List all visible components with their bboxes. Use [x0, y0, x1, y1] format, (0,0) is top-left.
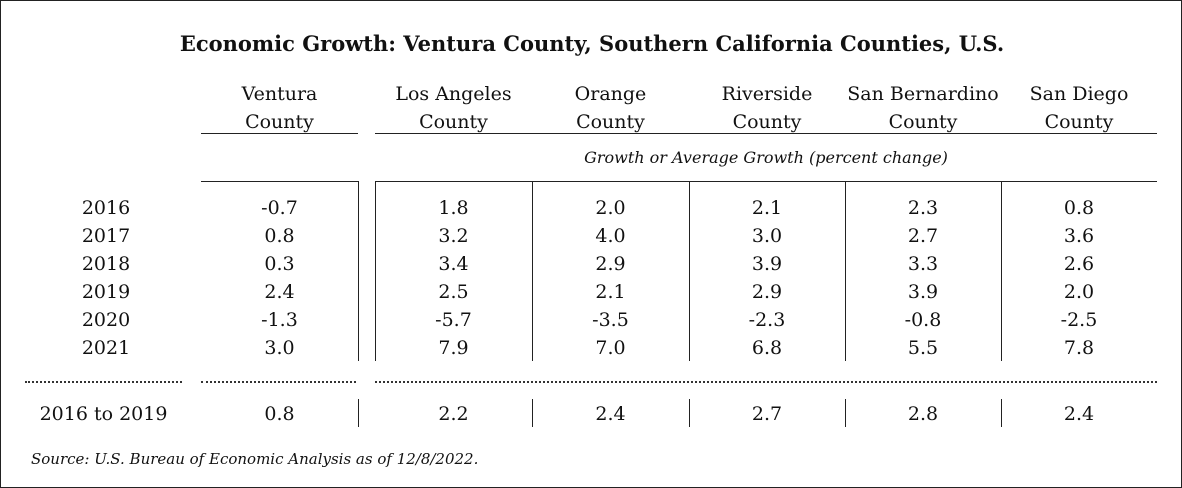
summary-cell: 2.4: [1063, 403, 1095, 425]
subheader-rule-others: [375, 181, 1157, 182]
table-cell: 3.9: [751, 253, 783, 275]
column-header-line1: San Bernardino: [847, 83, 999, 105]
column-header-line1: Riverside: [721, 83, 813, 105]
column-divider: [689, 399, 690, 427]
row-label: 2021: [81, 337, 131, 359]
dotted-separator: [25, 381, 182, 383]
dotted-separator: [375, 381, 1157, 383]
column-header-line2: County: [1044, 111, 1114, 133]
table-cell: 3.4: [438, 253, 469, 275]
column-divider: [532, 181, 533, 361]
summary-cell: 2.8: [907, 403, 939, 425]
summary-cell: 2.2: [438, 403, 469, 425]
table-cell: 3.0: [264, 337, 295, 359]
summary-cell: 0.8: [264, 403, 295, 425]
row-label: 2017: [81, 225, 131, 247]
table-cell: 2.3: [907, 197, 939, 219]
table-cell: 2.9: [751, 281, 783, 303]
row-label: 2020: [81, 309, 131, 331]
summary-row-label: 2016 to 2019: [39, 403, 168, 425]
column-header: Orange County: [532, 80, 689, 136]
column-divider: [1001, 399, 1002, 427]
dotted-separator: [201, 381, 356, 383]
table-cell: -0.7: [261, 197, 298, 219]
table-title: Economic Growth: Ventura County, Souther…: [179, 31, 1005, 56]
column-header: Ventura County: [201, 80, 358, 136]
table-cell: -0.8: [904, 309, 942, 331]
table-cell: 4.0: [595, 225, 626, 247]
column-header-line1: Ventura: [241, 83, 318, 105]
table-cell: -2.5: [1060, 309, 1098, 331]
table-cell: -2.3: [748, 309, 786, 331]
table-cell: -3.5: [592, 309, 629, 331]
column-divider: [532, 399, 533, 427]
table-cell: 7.8: [1063, 337, 1095, 359]
table-cell: 2.6: [1063, 253, 1095, 275]
table-cell: -1.3: [261, 309, 298, 331]
column-divider: [845, 181, 846, 361]
column-header: San Bernardino County: [845, 80, 1001, 136]
table-cell: 3.0: [751, 225, 783, 247]
table-cell: 2.1: [751, 197, 783, 219]
row-label: 2019: [81, 281, 131, 303]
column-divider: [1001, 181, 1002, 361]
table-cell: 7.9: [438, 337, 469, 359]
column-divider: [358, 399, 359, 427]
subheader-rule-ventura: [201, 181, 358, 182]
table-cell: 2.0: [1063, 281, 1095, 303]
table-cell: 3.9: [907, 281, 939, 303]
table-cell: 7.0: [595, 337, 626, 359]
table-cell: 2.0: [595, 197, 626, 219]
column-header-line2: County: [888, 111, 958, 133]
table-cell: 3.2: [438, 225, 469, 247]
column-header: San Diego County: [1001, 80, 1157, 136]
column-header-line1: Los Angeles: [395, 83, 512, 105]
summary-cell: 2.4: [595, 403, 626, 425]
table-cell: 3.6: [1063, 225, 1095, 247]
row-label: 2018: [81, 253, 131, 275]
table-cell: 2.4: [264, 281, 295, 303]
header-rule-others: [375, 133, 1157, 134]
table-cell: 2.1: [595, 281, 626, 303]
column-header: Los Angeles County: [375, 80, 532, 136]
table-cell: 0.8: [264, 225, 295, 247]
column-header-line1: Orange: [574, 83, 647, 105]
column-header-line1: San Diego: [1029, 83, 1129, 105]
row-label: 2016: [81, 197, 131, 219]
header-rule-ventura: [201, 133, 358, 134]
column-divider: [845, 399, 846, 427]
column-header-line2: County: [245, 111, 314, 133]
column-header: Riverside County: [689, 80, 845, 136]
column-divider: [689, 181, 690, 361]
table-cell: 2.7: [907, 225, 939, 247]
column-header-line2: County: [732, 111, 802, 133]
column-divider: [375, 181, 376, 361]
table-subtitle: Growth or Average Growth (percent change…: [584, 148, 948, 167]
source-note: Source: U.S. Bureau of Economic Analysis…: [31, 450, 479, 468]
table-cell: 5.5: [907, 337, 939, 359]
column-divider: [358, 181, 359, 361]
table-cell: 0.8: [1063, 197, 1095, 219]
column-header-line2: County: [576, 111, 645, 133]
table-cell: 0.3: [264, 253, 295, 275]
column-header-line2: County: [419, 111, 488, 133]
table-cell: 6.8: [751, 337, 783, 359]
table-cell: 1.8: [438, 197, 469, 219]
summary-cell: 2.7: [751, 403, 783, 425]
table-cell: 2.9: [595, 253, 626, 275]
table-cell: 2.5: [438, 281, 469, 303]
table-cell: 3.3: [907, 253, 939, 275]
table-cell: -5.7: [435, 309, 472, 331]
